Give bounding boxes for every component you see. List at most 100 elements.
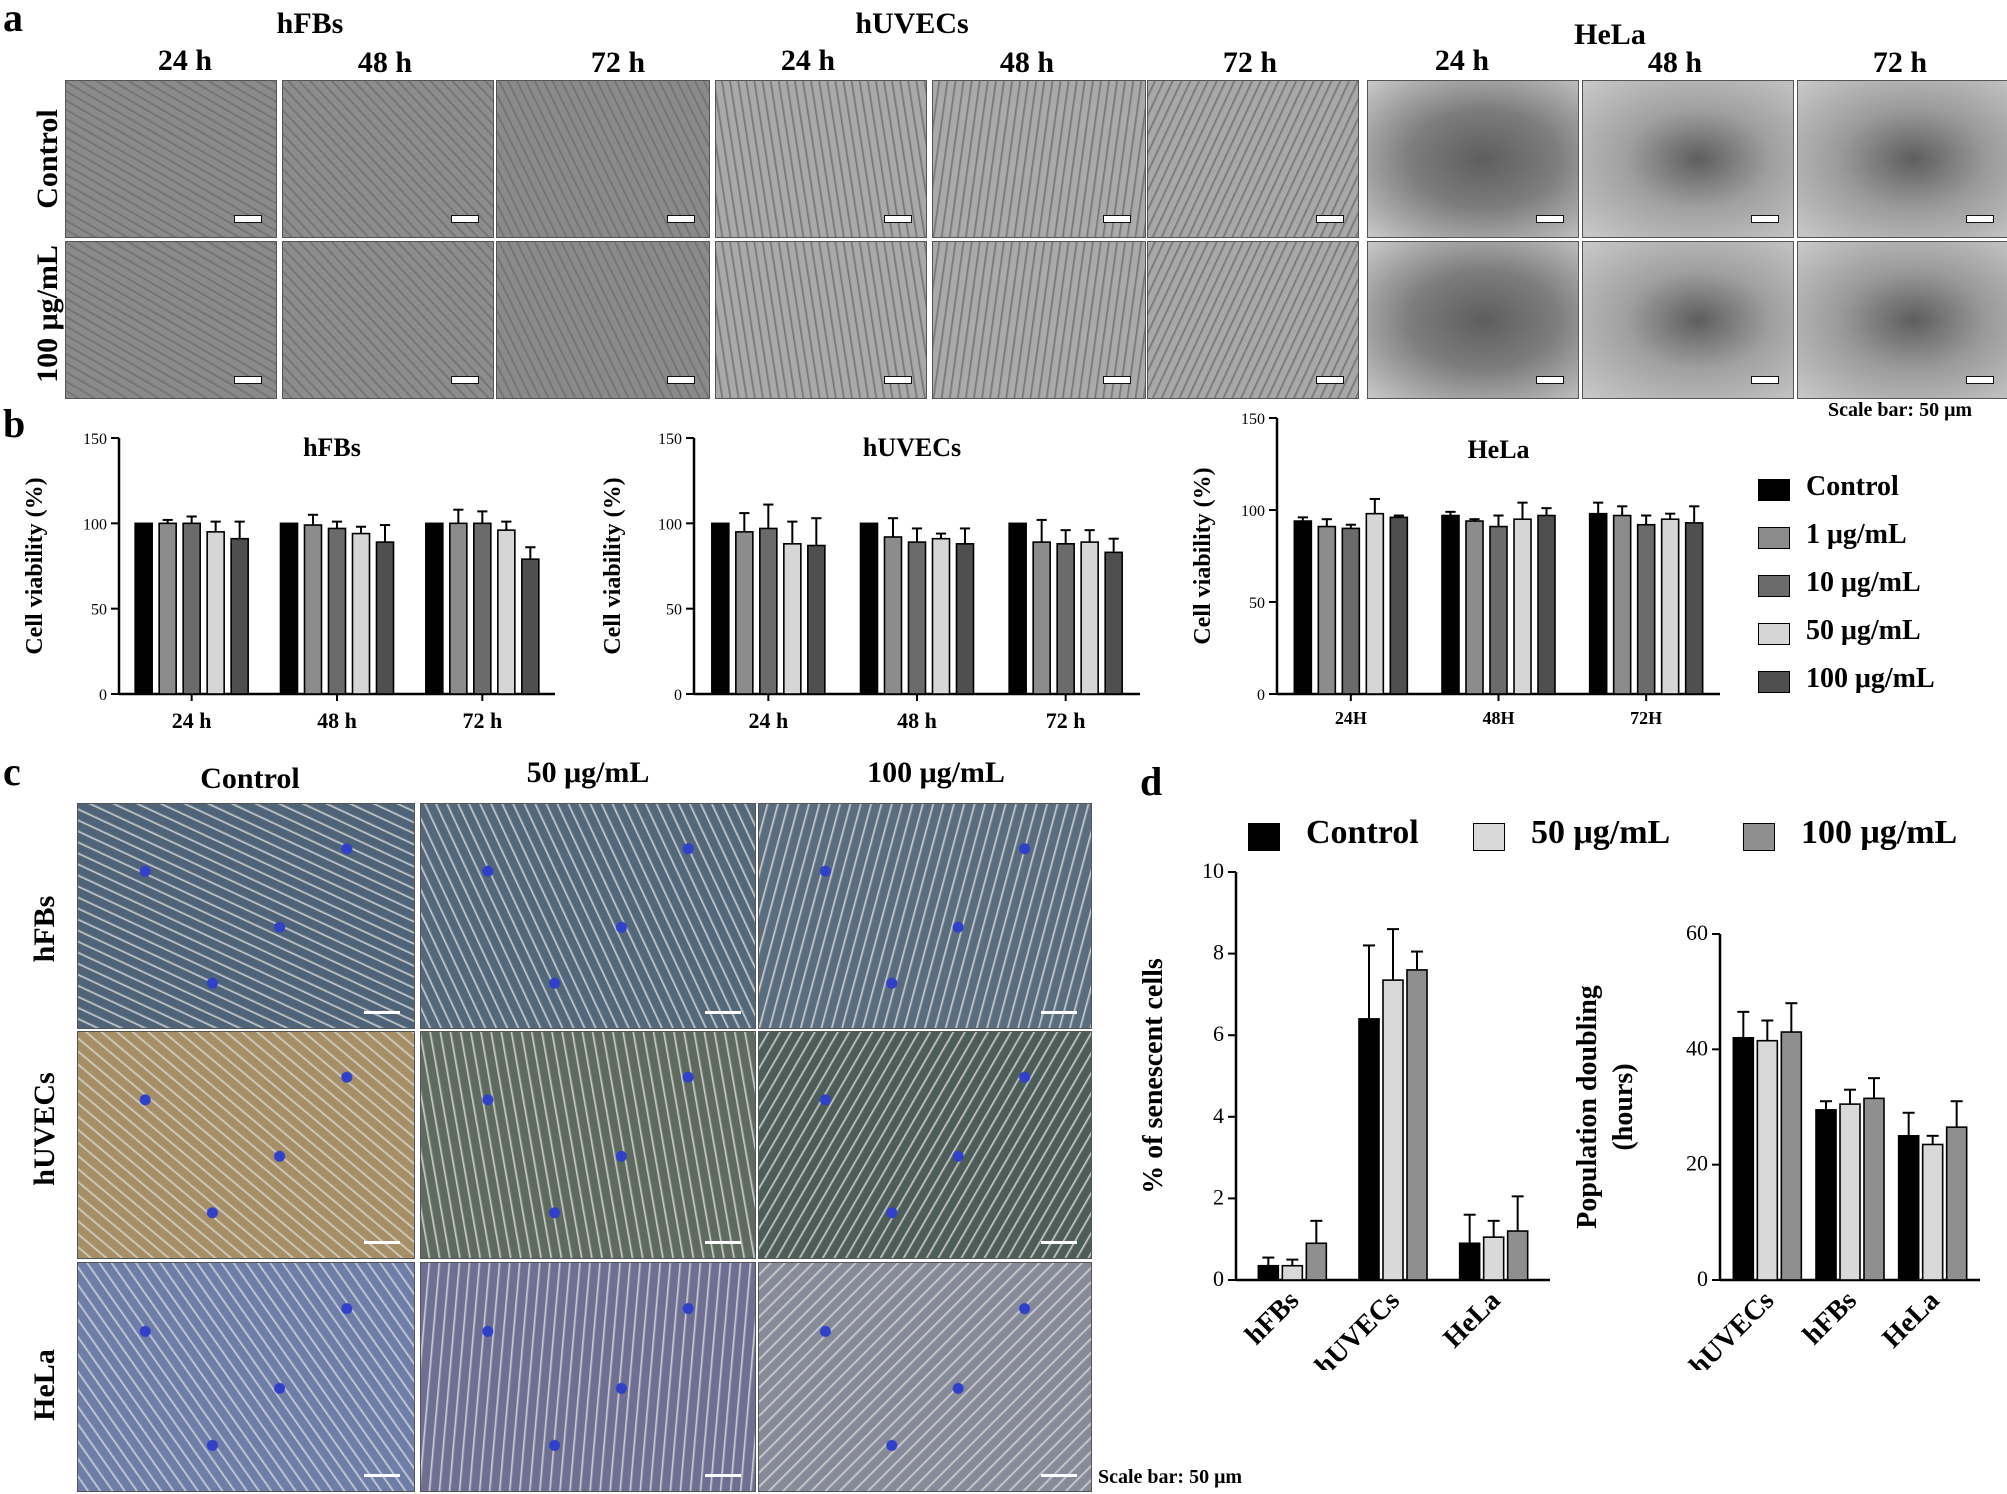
y-tick-label: 60 [1686,920,1708,945]
scale-bar [1751,215,1779,223]
legend-swatch [1758,575,1790,597]
scale-bar-label-a: Scale bar: 50 μm [1828,399,1973,421]
legend-swatch [1743,823,1775,851]
bar [1281,1264,1304,1281]
scale-bar [451,215,479,223]
x-tick-label: hUVECs [1684,1285,1781,1370]
legend-label: 1 μg/mL [1806,519,1907,550]
bar [1056,543,1075,695]
bar [1863,1097,1885,1281]
scale-bar [667,215,695,223]
chart-b1: 0 50 100 150 Cell viability (%) hFBs 24 h 48 h 7… [22,431,555,733]
micrograph-tile [1367,241,1579,399]
micrograph-tile [1797,241,2007,399]
bar [327,527,347,695]
bar [1293,520,1313,695]
scale-bar [364,1241,400,1244]
legend-swatch [1758,671,1790,693]
x-tick-label: 24H [1335,708,1367,728]
bar [1382,979,1404,1281]
micrograph-tile [1582,241,1794,399]
scale-bar [884,376,912,384]
scale-bar [1316,376,1344,384]
chart-d2: 0 20 40 60 Population doubling (hours) hUVECs h… [1572,920,1980,1370]
bar [711,522,730,695]
bar [1257,1264,1280,1281]
chart-title: hFBs [303,433,361,462]
legend-item: 100 μg/mL [1758,658,1998,706]
bar [883,536,903,695]
row-label-100ug: 100 μg/mL [31,245,64,383]
stained-micrograph-tile [758,803,1092,1029]
scale-bar [705,1474,741,1477]
bar [1482,1236,1505,1281]
y-tick-label: 40 [1686,1035,1708,1060]
legend-swatch [1758,527,1790,549]
bar [182,522,201,695]
stained-micrograph-tile [420,1262,756,1492]
stained-micrograph-tile [758,1262,1092,1492]
micrograph-tile [65,80,277,238]
y-axis-label: Cell viability (%) [600,477,626,654]
chart-title: HeLa [1467,435,1529,464]
scale-bar [234,215,262,223]
legend-swatch [1473,823,1505,851]
legend-label: 100 μg/mL [1801,814,1958,851]
time-label: 24 h [157,44,213,77]
scale-bar [705,1011,741,1014]
bar [1780,1031,1803,1281]
y-tick-label: 150 [83,431,107,448]
time-label: 24 h [1434,44,1490,77]
y-axis-label: Cell viability (%) [22,477,48,654]
micrograph-tile [932,241,1146,399]
bar [783,543,802,695]
y-tick-label: 8 [1213,940,1224,965]
legend-item: 1 μg/mL [1758,514,1998,562]
col-label-control: Control [200,762,300,795]
bar [158,522,177,695]
panel-b-letter: b [3,401,26,446]
y-tick-label: 100 [658,516,682,533]
micrograph-tile [1367,80,1579,238]
scale-bar [1966,215,1994,223]
bar [735,531,754,695]
x-tick-label: hUVECs [1309,1285,1406,1370]
y-tick-label: 100 [83,516,107,533]
col-label-50ug: 50 μg/mL [526,756,650,789]
chart-b3: 0 50 100 150 Cell viability (%) HeLa 24H 48H 72H [1190,411,1720,728]
x-tick-label: HeLa [1437,1285,1506,1354]
scale-bar [1041,1241,1077,1244]
bar [497,529,516,695]
micrograph-tile [1582,80,1794,238]
bar [1921,1143,1944,1281]
bar [1365,512,1385,695]
x-tick-label: 48 h [317,708,357,733]
micrograph-tile [496,80,710,238]
bar [521,558,540,695]
panel-d-letter: d [1140,759,1163,804]
x-tick-label: 72 h [462,708,502,733]
chart-title: hUVECs [863,433,961,462]
y-tick-label: 0 [674,687,682,704]
bar [1588,512,1608,695]
scale-bar [1536,215,1564,223]
stained-micrograph-tile [77,1031,415,1259]
time-label: 72 h [590,46,646,79]
bar [1032,541,1051,695]
y-tick-label: 150 [658,431,682,448]
bar [1080,541,1099,695]
row-label-c-hela: HeLa [28,1349,61,1421]
bar [230,537,249,695]
micrograph-tile [496,241,710,399]
x-tick-label: HeLa [1876,1285,1945,1354]
scale-bar [1041,1011,1077,1014]
y-tick-label: 6 [1213,1021,1224,1046]
row-label-control: Control [31,109,64,209]
bar [449,522,468,695]
time-label: 48 h [1647,46,1703,79]
y-tick-label: 0 [1697,1266,1708,1291]
micrograph-tile [1147,80,1359,238]
col-label-100ug: 100 μg/mL [867,756,1005,789]
y-axis-label: Cell viability (%) [1190,467,1216,644]
bar [351,532,371,695]
